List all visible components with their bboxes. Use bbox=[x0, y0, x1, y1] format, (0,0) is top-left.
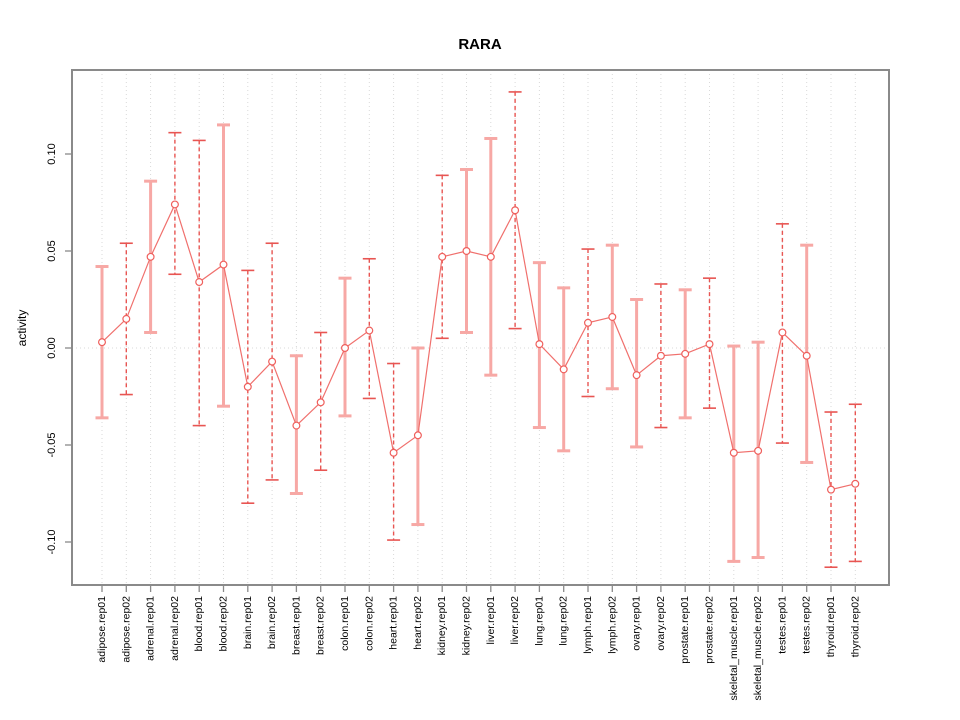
x-tick-label: liver.rep02 bbox=[509, 596, 521, 645]
data-point bbox=[365, 326, 374, 335]
data-point bbox=[608, 312, 617, 321]
y-tick-label: -0.10 bbox=[46, 529, 58, 554]
data-point bbox=[243, 382, 252, 391]
data-point bbox=[97, 338, 106, 347]
x-tick-label: skeletal_muscle.rep02 bbox=[752, 596, 764, 701]
data-point bbox=[656, 351, 665, 360]
x-tick-label: kidney.rep01 bbox=[436, 596, 448, 656]
data-point bbox=[486, 252, 495, 261]
data-point bbox=[146, 252, 155, 261]
x-tick-label: adrenal.rep02 bbox=[169, 596, 181, 661]
data-point bbox=[802, 351, 811, 360]
series-line bbox=[101, 202, 856, 491]
x-tick-label: lung.rep02 bbox=[558, 596, 570, 646]
x-tick-label: heart.rep02 bbox=[412, 596, 424, 650]
grid-layer bbox=[72, 70, 889, 585]
data-point bbox=[316, 398, 325, 407]
x-tick-label: skeletal_muscle.rep01 bbox=[728, 596, 740, 701]
error-bars-layer bbox=[95, 91, 862, 569]
y-tick-label: 0.10 bbox=[46, 143, 58, 164]
data-point bbox=[268, 357, 277, 366]
x-tick-label: testes.rep02 bbox=[801, 596, 813, 654]
x-tick-label: blood.rep01 bbox=[193, 596, 205, 652]
data-point bbox=[438, 252, 447, 261]
x-tick-label: thyroid.rep01 bbox=[825, 596, 837, 657]
x-tick-label: heart.rep01 bbox=[388, 596, 400, 650]
x-tick-label: brain.rep02 bbox=[266, 596, 278, 649]
data-point bbox=[851, 479, 860, 488]
plot-frame bbox=[71, 69, 890, 586]
data-point bbox=[413, 431, 422, 440]
data-point bbox=[705, 340, 714, 349]
data-point bbox=[535, 340, 544, 349]
x-tick-label: adrenal.rep01 bbox=[145, 596, 157, 661]
data-point bbox=[462, 247, 471, 256]
data-point bbox=[826, 485, 835, 494]
data-point bbox=[292, 421, 301, 430]
data-point bbox=[681, 349, 690, 358]
data-point bbox=[754, 446, 763, 455]
data-point bbox=[778, 328, 787, 337]
data-point bbox=[559, 365, 568, 374]
x-tick-label: lymph.rep02 bbox=[606, 596, 618, 654]
data-point bbox=[170, 200, 179, 209]
data-point bbox=[389, 448, 398, 457]
x-tick-label: adipose.rep01 bbox=[96, 596, 108, 663]
x-tick-label: prostate.rep02 bbox=[704, 596, 716, 664]
x-tick-label: kidney.rep02 bbox=[461, 596, 473, 656]
y-tick-label: 0.05 bbox=[46, 240, 58, 261]
x-tick-label: adipose.rep02 bbox=[120, 596, 132, 663]
x-tick-label: breast.rep02 bbox=[315, 596, 327, 655]
x-tick-label: testes.rep01 bbox=[776, 596, 788, 654]
data-point bbox=[632, 371, 641, 380]
x-tick-label: ovary.rep02 bbox=[655, 596, 667, 651]
data-point bbox=[122, 314, 131, 323]
x-tick-label: blood.rep02 bbox=[218, 596, 230, 652]
y-tick-label: 0.00 bbox=[46, 337, 58, 358]
x-tick-label: lymph.rep01 bbox=[582, 596, 594, 654]
series-layer bbox=[97, 200, 860, 494]
data-point bbox=[341, 344, 350, 353]
x-tick-label: brain.rep01 bbox=[242, 596, 254, 649]
x-tick-label: thyroid.rep02 bbox=[849, 596, 861, 657]
x-tick-label: lung.rep01 bbox=[533, 596, 545, 646]
x-tick-label: colon.rep02 bbox=[363, 596, 375, 651]
y-axis-label: activity bbox=[15, 310, 29, 347]
x-tick-label: breast.rep01 bbox=[290, 596, 302, 655]
data-point bbox=[729, 448, 738, 457]
data-point bbox=[583, 318, 592, 327]
x-tick-label: liver.rep01 bbox=[485, 596, 497, 645]
axes-layer: adipose.rep01 adipose.rep02 adrenal.rep01 a… bbox=[46, 69, 890, 701]
data-point bbox=[511, 206, 520, 215]
x-tick-label: prostate.rep01 bbox=[679, 596, 691, 664]
chart-title: RARA bbox=[458, 36, 501, 53]
y-tick-label: -0.05 bbox=[46, 432, 58, 457]
data-point bbox=[195, 278, 204, 287]
x-tick-label: ovary.rep01 bbox=[631, 596, 643, 651]
x-tick-label: colon.rep01 bbox=[339, 596, 351, 651]
data-point bbox=[219, 260, 228, 269]
